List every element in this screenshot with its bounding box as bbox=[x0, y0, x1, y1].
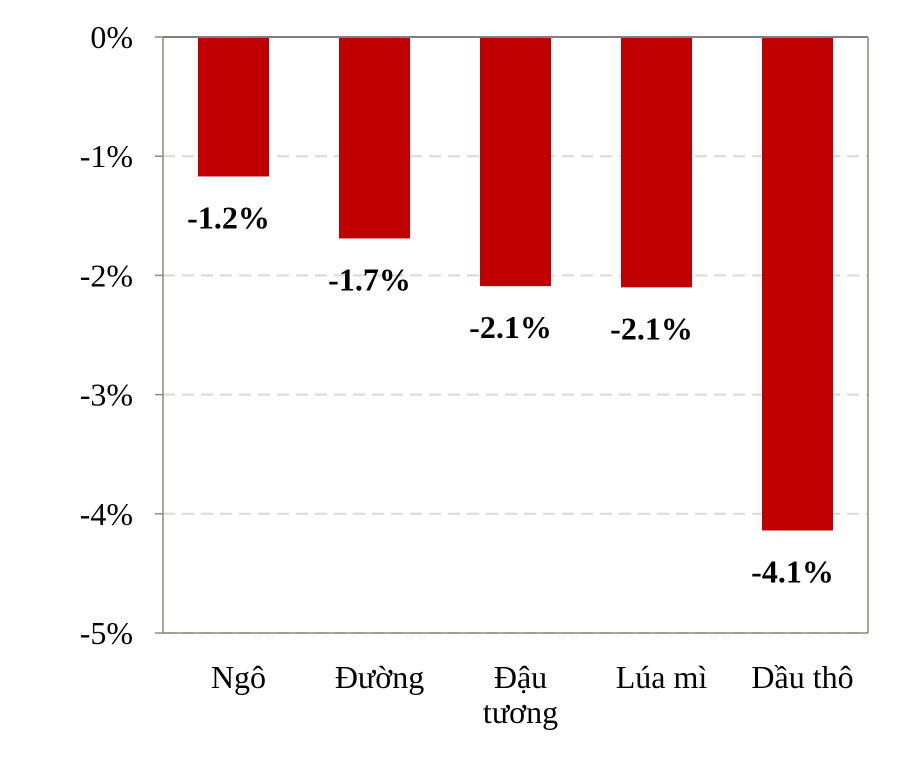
data-label-2: -2.1% bbox=[469, 309, 552, 345]
category-label-3: Lúa mì bbox=[616, 659, 708, 695]
y-tick-label: -4% bbox=[80, 496, 133, 532]
bar-2 bbox=[480, 37, 551, 287]
data-label-1: -1.7% bbox=[328, 261, 411, 297]
bar-0 bbox=[198, 37, 269, 177]
data-label-0: -1.2% bbox=[187, 199, 270, 235]
bars bbox=[198, 37, 833, 531]
y-tick-label: -1% bbox=[80, 138, 133, 174]
bar-1 bbox=[339, 37, 410, 239]
axes bbox=[155, 36, 869, 634]
data-label-4: -4.1% bbox=[751, 553, 834, 589]
category-label-2: tương bbox=[483, 694, 558, 730]
data-label-3: -2.1% bbox=[610, 310, 693, 346]
y-tick-label: -3% bbox=[80, 377, 133, 413]
bar-3 bbox=[621, 37, 692, 288]
category-label-2: Đậu bbox=[494, 659, 547, 695]
category-label-4: Dầu thô bbox=[751, 659, 853, 695]
y-tick-label: -5% bbox=[80, 615, 133, 651]
category-label-0: Ngô bbox=[211, 659, 266, 695]
category-label-1: Đường bbox=[335, 659, 424, 695]
y-tick-label: 0% bbox=[90, 19, 133, 55]
labels: 0% -1% -2% -3% -4% -5% -1.2% Ngô -1.7% Đường -2.1%… bbox=[80, 19, 854, 730]
y-tick-label: -2% bbox=[80, 257, 133, 293]
bar-4 bbox=[762, 37, 833, 531]
